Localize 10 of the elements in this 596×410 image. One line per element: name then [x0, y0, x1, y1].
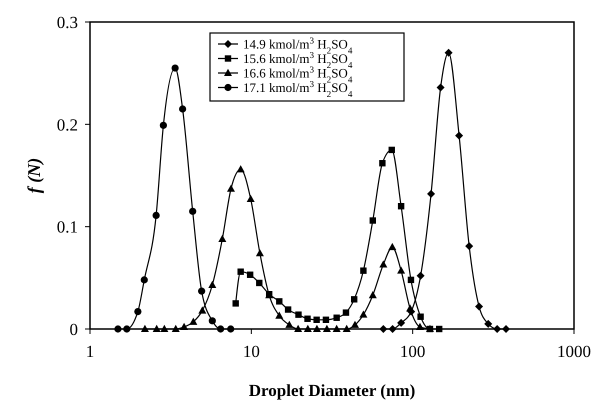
y-tick-label: 0	[70, 320, 78, 339]
y-tick-label: 0.1	[56, 218, 78, 237]
y-tick-label: 0.3	[56, 13, 78, 32]
x-tick-label: 1	[86, 342, 94, 361]
y-axis-title: f (N)	[24, 158, 44, 194]
x-tick-label: 100	[400, 342, 426, 361]
x-axis-title: Droplet Diameter (nm)	[248, 381, 416, 400]
x-tick-label: 10	[242, 342, 260, 361]
x-tick-label: 1000	[557, 342, 591, 361]
y-tick-label: 0.2	[56, 115, 78, 134]
